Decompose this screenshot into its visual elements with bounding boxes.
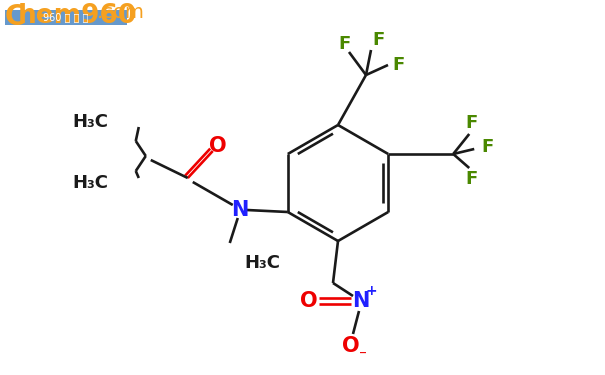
Text: O: O: [209, 136, 227, 156]
Text: F: F: [338, 35, 350, 53]
Text: ⁻: ⁻: [359, 348, 367, 363]
Text: N: N: [352, 291, 370, 311]
Text: O: O: [342, 336, 360, 356]
Text: F: F: [373, 31, 385, 49]
Text: F: F: [481, 138, 493, 156]
Text: H₃C: H₃C: [73, 113, 109, 131]
Text: 960 化 工 网: 960 化 工 网: [44, 12, 89, 22]
FancyBboxPatch shape: [5, 10, 127, 25]
Text: H₃C: H₃C: [73, 174, 109, 192]
Text: F: F: [393, 56, 405, 74]
Text: F: F: [465, 170, 477, 188]
Text: +: +: [365, 284, 377, 298]
Text: O: O: [300, 291, 318, 311]
Text: F: F: [465, 114, 477, 132]
Text: hem960: hem960: [18, 3, 137, 29]
Text: .com: .com: [97, 3, 145, 22]
Text: C: C: [5, 3, 25, 31]
Text: H₃C: H₃C: [245, 254, 281, 272]
Text: N: N: [231, 200, 249, 220]
